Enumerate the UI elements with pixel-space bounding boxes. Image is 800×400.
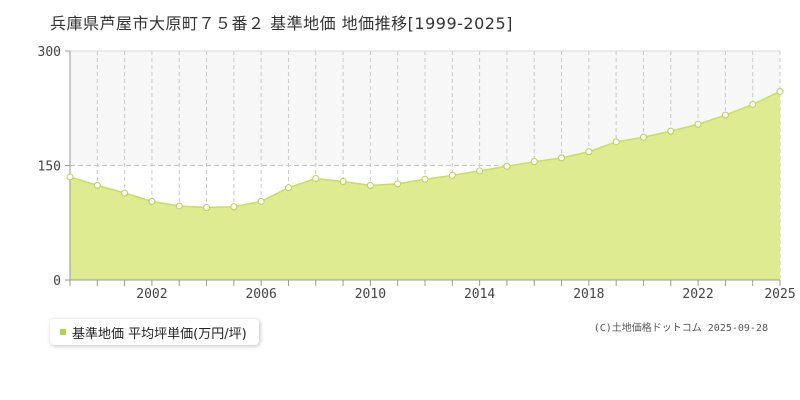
x-tick-label: 2014 [464,287,495,302]
data-point[interactable]: 2008: 133 [312,174,320,182]
data-point[interactable]: 2018: 168 [585,148,593,156]
data-point[interactable]: 2004: 95 [203,203,211,211]
y-tick-label: 0 [53,274,61,289]
series-area [70,91,780,280]
data-point[interactable]: 2023: 216 [721,111,729,119]
x-tick-label: 2022 [682,287,713,302]
data-point[interactable]: 2013: 137 [448,171,456,179]
data-point[interactable]: 2017: 160 [558,154,566,162]
data-point[interactable]: 2024: 230 [749,100,757,108]
data-point[interactable]: 2011: 126 [394,180,402,188]
data-point[interactable]: 2021: 195 [667,127,675,135]
y-tick-label: 150 [38,160,61,175]
x-tick-label: 2010 [355,287,386,302]
axes [65,50,781,286]
data-point[interactable]: 2020: 187 [639,133,647,141]
data-point[interactable]: 2025: 247 [776,87,784,95]
data-point[interactable]: 2007: 121 [284,184,292,192]
data-point[interactable]: 2006: 103 [257,197,265,205]
data-point[interactable]: 2022: 204 [694,120,702,128]
data-point[interactable]: 2015: 149 [503,162,511,170]
x-tick-label: 2002 [136,287,167,302]
data-point[interactable]: 2003: 97 [175,202,183,210]
data-point[interactable]: 1999: 135 [66,173,74,181]
data-point[interactable]: 2010: 124 [366,181,374,189]
data-point[interactable]: 2019: 181 [612,138,620,146]
data-point[interactable]: 2012: 132 [421,175,429,183]
data-point[interactable]: 2009: 129 [339,178,347,186]
legend-marker [60,329,66,335]
legend[interactable]: 基準地価 平均坪単価(万円/坪) [50,319,259,345]
data-markers[interactable]: 1999: 135 2000: 124 2001: 114 2002: 103 2003… [66,87,784,211]
chart-title: 兵庫県芦屋市大原町７５番２ 基準地価 地価推移[1999-2025] [50,14,513,33]
x-tick-label: 2018 [573,287,604,302]
y-tick-label: 300 [38,45,61,60]
x-tick-label: 2025 [764,287,795,302]
data-point[interactable]: 2002: 103 [148,197,156,205]
legend-label: 基準地価 平均坪単価(万円/坪) [72,326,247,342]
data-point[interactable]: 2001: 114 [121,189,129,197]
data-point[interactable]: 2000: 124 [93,181,101,189]
copyright-text: (C)土地価格ドットコム 2025-09-28 [593,323,768,334]
data-point[interactable]: 2005: 96 [230,203,238,211]
data-point[interactable]: 2014: 143 [476,167,484,175]
data-point[interactable]: 2016: 155 [530,158,538,166]
x-tick-label: 2006 [245,287,276,302]
tick-labels: 0 150 300 2002 2006 2010 2014 2018 2022 2025 [38,45,796,302]
